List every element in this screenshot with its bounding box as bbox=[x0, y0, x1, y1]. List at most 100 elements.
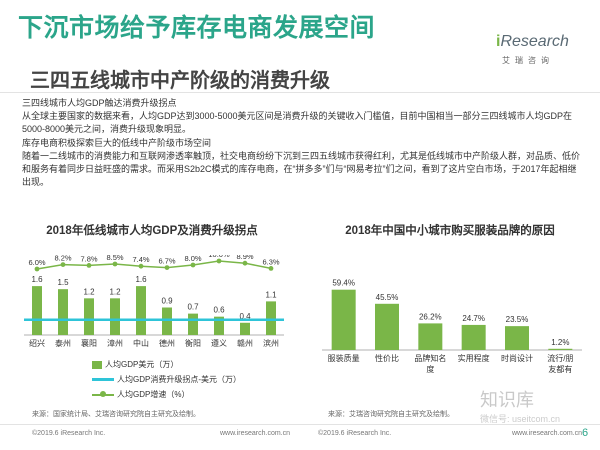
growth-point bbox=[138, 263, 144, 269]
gdp-bar bbox=[214, 316, 224, 335]
page-subtitle: 三四五线城市中产阶级的消费升级 bbox=[30, 70, 330, 92]
legend-swatch-threshold bbox=[92, 378, 114, 382]
growth-point bbox=[60, 262, 66, 267]
growth-label: 7.8% bbox=[80, 255, 97, 263]
growth-line bbox=[36, 260, 272, 270]
gdp-bar-label: 1.6 bbox=[135, 275, 147, 284]
gdp-bar bbox=[58, 289, 68, 335]
category-tick-label: 度 bbox=[426, 364, 434, 374]
header-divider bbox=[0, 92, 600, 93]
category-tick-label: 流行/朋 bbox=[547, 353, 573, 363]
growth-label: 8.0% bbox=[184, 255, 201, 263]
gdp-bar-label: 1.5 bbox=[57, 278, 69, 287]
body-paragraph-2: 随着一二线城市的消费能力和互联网渗透率触顶，社交电商纷纷下沉到三四五线城市获得红… bbox=[22, 151, 581, 187]
reason-bar bbox=[505, 326, 529, 350]
page-number: 6 bbox=[582, 427, 589, 439]
growth-label: 8.9% bbox=[236, 255, 253, 261]
growth-label: 7.4% bbox=[132, 255, 149, 264]
gdp-bar bbox=[136, 286, 146, 335]
gdp-bar bbox=[32, 286, 42, 335]
category-tick-label: 襄阳 bbox=[81, 338, 97, 348]
watermark: 知识库 微信号: useitcom.cn bbox=[480, 386, 590, 438]
category-tick-label: 友都有 bbox=[548, 364, 572, 374]
gdp-bar bbox=[84, 298, 94, 335]
body-heading-2: 库存电商积极探索巨大的低线中产阶级市场空间 bbox=[22, 138, 212, 148]
reason-bar bbox=[375, 303, 399, 350]
growth-point bbox=[164, 265, 170, 270]
legend-threshold: 人均GDP消费升级拐点-美元（万） bbox=[92, 374, 241, 385]
category-tick-label: 漳州 bbox=[107, 338, 123, 348]
chart1-source: 来源：国家统计局、艾瑞咨询研究院自主研究及绘制。 bbox=[32, 411, 200, 418]
growth-label: 6.0% bbox=[28, 258, 45, 267]
chart1-title: 2018年低线城市人均GDP及消费升级拐点 bbox=[46, 225, 258, 237]
reason-bar-label: 24.7% bbox=[462, 314, 485, 323]
growth-point bbox=[242, 260, 248, 266]
category-tick-label: 服装质量 bbox=[328, 353, 360, 363]
category-tick-label: 滨州 bbox=[263, 338, 279, 348]
reason-bar-label: 26.2% bbox=[419, 312, 442, 321]
reason-bar-label: 59.4% bbox=[332, 279, 355, 288]
chart2-source: 来源：艾瑞咨询研究院自主研究及绘制。 bbox=[328, 411, 454, 418]
gdp-bar bbox=[110, 298, 120, 335]
reason-bar-label: 23.5% bbox=[506, 315, 529, 324]
gdp-bar bbox=[162, 307, 172, 335]
category-tick-label: 时尚设计 bbox=[501, 353, 533, 363]
legend-label-growth: 人均GDP增速（%） bbox=[117, 390, 190, 399]
body-paragraph-1: 从全球主要国家的数据来看，人均GDP达到3000-5000美元区间是消费升级的关… bbox=[22, 111, 573, 134]
category-tick-label: 实用程度 bbox=[458, 353, 490, 363]
legend-gdp-bar: 人均GDP美元（万） bbox=[92, 359, 178, 370]
legend-growth: 人均GDP增速（%） bbox=[92, 389, 189, 400]
watermark-id: 微信号: useitcom.cn bbox=[480, 414, 561, 424]
gdp-bar-label: 0.7 bbox=[187, 303, 199, 312]
growth-label: 6.7% bbox=[158, 257, 175, 266]
chart2-title: 2018年中国中小城市购买服装品牌的原因 bbox=[345, 225, 555, 237]
category-tick-label: 德州 bbox=[159, 338, 175, 348]
legend-swatch-bar bbox=[92, 360, 102, 369]
reason-bar-label: 1.2% bbox=[551, 338, 569, 347]
category-tick-label: 中山 bbox=[133, 338, 149, 348]
logo-wordmark: iResearch bbox=[496, 33, 569, 51]
gdp-bar-label: 1.6 bbox=[31, 275, 43, 284]
footer-copyright-left: ©2019.6 iResearch Inc. bbox=[32, 430, 106, 437]
legend-swatch-growth bbox=[92, 390, 114, 397]
gdp-bar-label: 0.9 bbox=[161, 297, 173, 306]
category-tick-label: 性价比 bbox=[375, 353, 399, 363]
growth-point bbox=[268, 266, 274, 271]
category-tick-label: 泰州 bbox=[55, 338, 71, 348]
growth-point bbox=[86, 263, 92, 268]
gdp-bar-label: 0.6 bbox=[213, 306, 225, 315]
reason-bar-label: 45.5% bbox=[376, 293, 399, 302]
footer-divider bbox=[0, 424, 600, 425]
growth-label: 6.3% bbox=[262, 257, 279, 266]
growth-label: 8.5% bbox=[106, 255, 123, 262]
category-tick-label: 赣州 bbox=[237, 338, 253, 348]
growth-point bbox=[112, 261, 118, 267]
logo-mark: i bbox=[496, 33, 501, 50]
logo-subtitle: 艾瑞咨询 bbox=[502, 56, 554, 65]
footer-url-left[interactable]: www.iresearch.com.cn bbox=[220, 430, 291, 437]
page-title: 下沉市场给予库存电商发展空间 bbox=[18, 14, 376, 42]
body-heading-1: 三四线城市人均GDP触达消费升级拐点 bbox=[22, 98, 177, 108]
category-tick-label: 品牌知名 bbox=[414, 353, 446, 363]
category-tick-label: 衡阳 bbox=[185, 338, 201, 348]
gdp-bar bbox=[266, 301, 276, 335]
reason-bar bbox=[548, 348, 573, 350]
growth-point bbox=[34, 266, 40, 272]
reason-bar bbox=[331, 289, 356, 350]
gdp-bar-label: 1.2 bbox=[109, 287, 121, 296]
gdp-combo-chart: 1.6 绍兴 1.5 泰州 1.2 襄阳 1.2 漳州 1.6 中山 0.9 德州 0.7 衡阳 0.6 遵义… bbox=[24, 255, 284, 348]
category-tick-label: 绍兴 bbox=[29, 338, 45, 348]
watermark-title: 知识库 bbox=[480, 390, 534, 410]
reason-bar bbox=[461, 324, 486, 350]
reason-bar bbox=[418, 323, 443, 350]
gdp-bar-label: 1.2 bbox=[83, 287, 95, 296]
gdp-bar bbox=[188, 313, 198, 335]
growth-point bbox=[216, 258, 222, 264]
footer-url-right[interactable]: www.iresearch.com.cn bbox=[512, 430, 583, 437]
logo-name: Research bbox=[500, 33, 569, 50]
legend-label-threshold: 人均GDP消费升级拐点-美元（万） bbox=[117, 375, 241, 384]
iresearch-logo: iResearch 艾瑞咨询 bbox=[496, 33, 576, 73]
gdp-bar bbox=[240, 322, 250, 335]
growth-label: 8.2% bbox=[54, 255, 71, 263]
